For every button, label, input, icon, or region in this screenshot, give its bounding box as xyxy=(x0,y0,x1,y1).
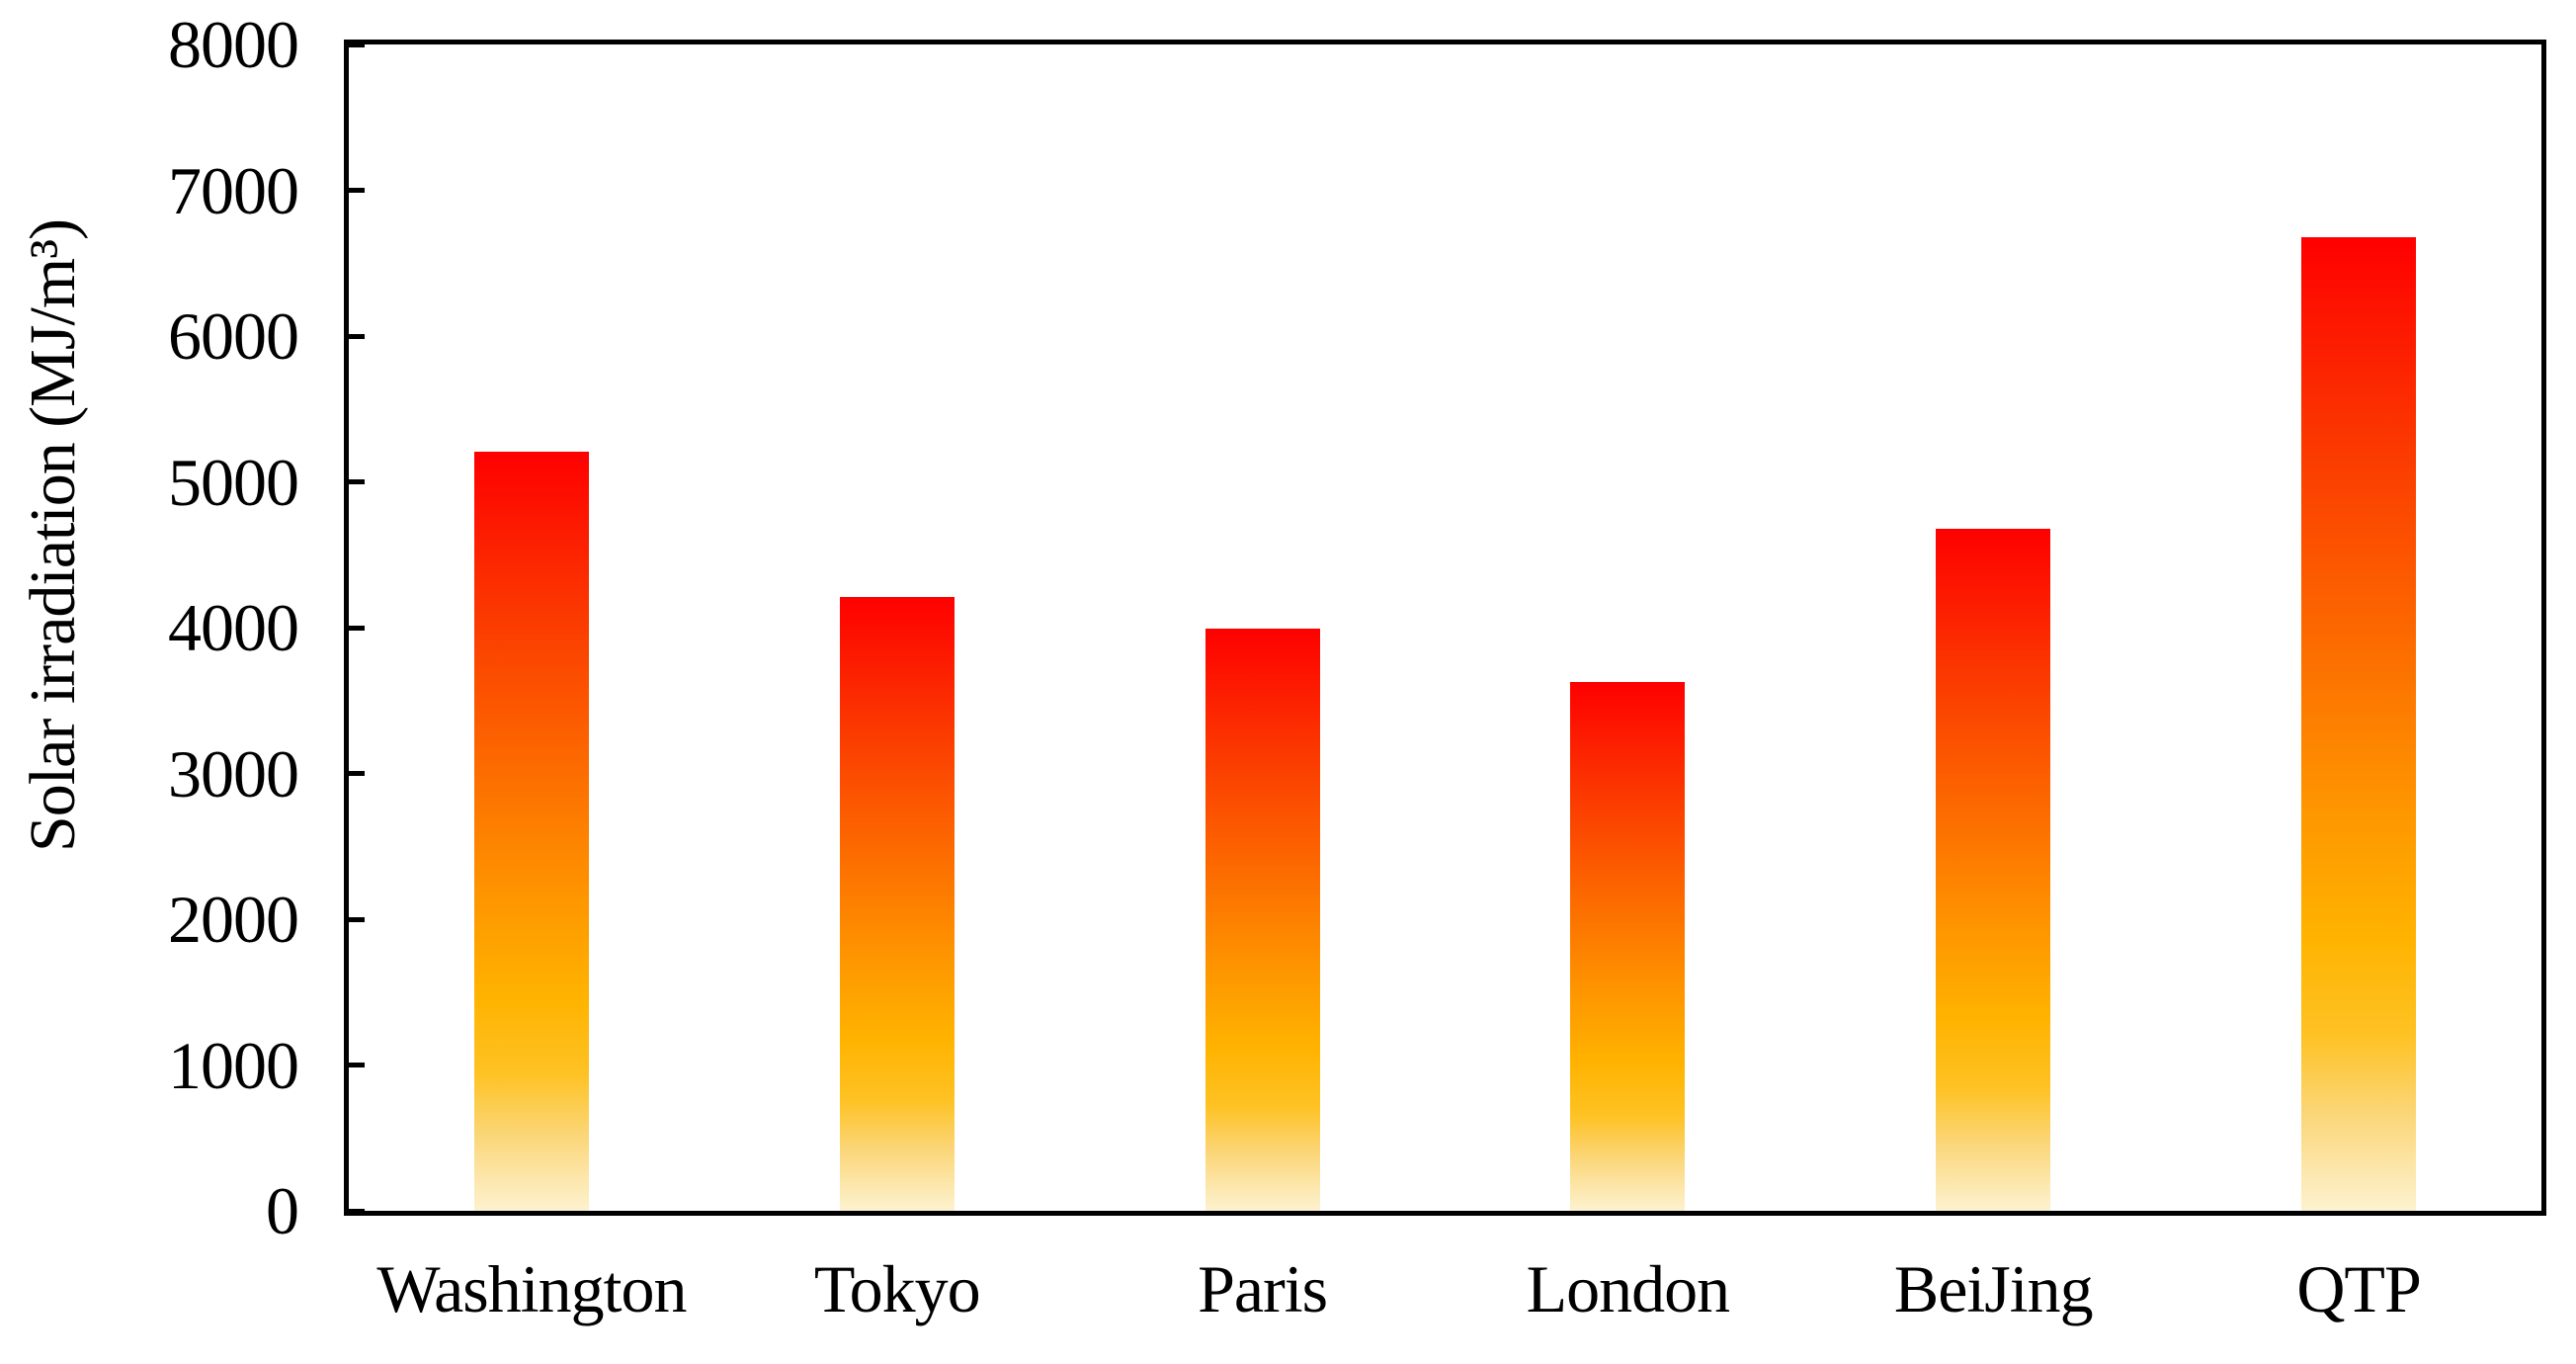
bar-paris xyxy=(1205,629,1320,1211)
plot-area-border xyxy=(344,40,2546,1216)
y-tick-mark xyxy=(349,479,365,484)
bar-london xyxy=(1570,681,1686,1211)
y-tick-label: 0 xyxy=(266,1173,299,1248)
bar-qtp xyxy=(2301,236,2417,1211)
plot-area xyxy=(349,42,2541,1214)
y-tick-mark xyxy=(349,188,365,193)
bar-washington xyxy=(473,451,589,1211)
bar-beijing xyxy=(1936,528,2051,1211)
y-tick-label: 5000 xyxy=(168,444,299,520)
y-tick-mark xyxy=(349,1063,365,1067)
x-category-label-paris: Paris xyxy=(1198,1251,1328,1326)
y-tick-label: 8000 xyxy=(168,7,299,82)
x-category-label-qtp: QTP xyxy=(2296,1251,2421,1326)
x-category-label-beijing: BeiJing xyxy=(1893,1251,2094,1326)
y-tick-mark xyxy=(349,771,365,776)
bar-tokyo xyxy=(839,597,955,1211)
y-tick-mark xyxy=(349,333,365,339)
y-tick-label: 3000 xyxy=(168,735,299,811)
y-tick-mark xyxy=(349,1208,365,1214)
x-category-label-tokyo: Tokyo xyxy=(813,1251,981,1326)
y-tick-label: 7000 xyxy=(168,152,299,228)
y-tick-mark xyxy=(349,625,365,631)
y-tick-label: 4000 xyxy=(168,590,299,665)
y-tick-mark xyxy=(349,42,365,47)
x-category-label-washington: Washington xyxy=(376,1251,687,1326)
y-tick-label: 6000 xyxy=(168,298,299,374)
x-category-label-london: London xyxy=(1526,1251,1731,1326)
y-tick-label: 1000 xyxy=(168,1027,299,1103)
y-tick-label: 2000 xyxy=(168,882,299,957)
y-tick-mark xyxy=(349,916,365,922)
